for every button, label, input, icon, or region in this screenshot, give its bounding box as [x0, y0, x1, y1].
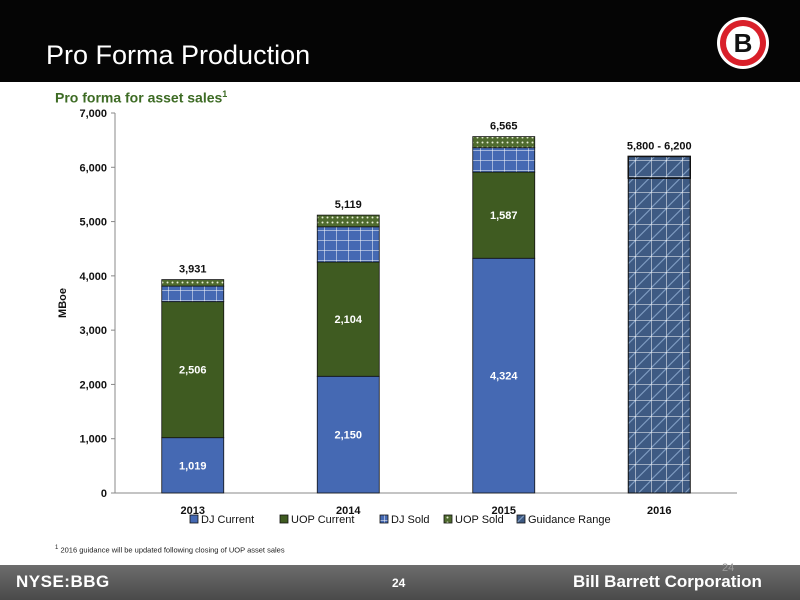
logo-letter: B: [734, 28, 753, 58]
bill-barrett-logo-icon: B: [717, 17, 769, 69]
y-tick-label: 7,000: [79, 108, 107, 120]
total-label-2013: 3,931: [179, 264, 207, 276]
title-bar: Pro Forma Production B: [0, 0, 800, 82]
bar-uop-current-2013: [161, 301, 225, 439]
footnote: 1 2016 guidance will be updated followin…: [55, 545, 285, 555]
data-label-uop-current-2013: 2,506: [179, 365, 207, 377]
legend-label: DJ Current: [201, 514, 254, 526]
production-chart: 0 1,000 2,000 3,000 4,000 5,000 6,000 7,000 MBo…: [57, 108, 737, 526]
legend-label: UOP Current: [291, 514, 354, 526]
guidance-range-box: [627, 155, 691, 179]
bar-dj-current-2015: [472, 257, 536, 494]
footnote-text: 2016 guidance will be updated following …: [60, 545, 285, 555]
data-label-uop-current-2014: 2,104: [334, 314, 362, 326]
legend-item-dj-current: DJ Current: [189, 514, 254, 526]
legend-swatch: [443, 514, 453, 524]
footer-bar: NYSE:BBG 24 24 Bill Barrett Corporation: [0, 562, 800, 600]
bar-stack-2014: 2,150 2,104 5,119: [316, 199, 380, 494]
data-label-dj-current-2014: 2,150: [334, 430, 362, 442]
ticker-symbol: NYSE:BBG: [16, 572, 110, 591]
bar-stacks: 1,019 2,506 3,931 2,150 2,104 5,119 4,324 1,587…: [161, 121, 692, 494]
bar-uop-sold-2015: [472, 136, 536, 149]
bar-uop-current-2015: [472, 171, 536, 259]
legend-label: UOP Sold: [455, 514, 504, 526]
bar-guidance-range-2016: [627, 155, 691, 494]
total-label-2015: 6,565: [490, 121, 518, 133]
ghost-page-number: 24: [722, 562, 735, 574]
y-axis-label: MBoe: [57, 288, 69, 318]
legend-label: Guidance Range: [528, 514, 611, 526]
y-tick-label: 1,000: [79, 434, 107, 446]
x-axis-ticks: 2013 2014 2015 2016: [181, 505, 672, 517]
x-tick-label: 2013: [181, 505, 205, 517]
subtitle-text: Pro forma for asset sales: [55, 89, 223, 106]
legend-item-guidance-range: Guidance Range: [516, 514, 611, 526]
y-tick-label: 3,000: [79, 325, 107, 337]
bar-uop-sold-2014: [316, 214, 380, 228]
y-tick-label: 2,000: [79, 379, 107, 391]
bar-stack-2013: 1,019 2,506 3,931: [161, 264, 225, 494]
slide-title: Pro Forma Production: [46, 40, 311, 70]
y-tick-label: 5,000: [79, 217, 107, 229]
data-label-dj-current-2013: 1,019: [179, 460, 207, 472]
company-name: Bill Barrett Corporation: [573, 572, 762, 591]
page-number: 24: [392, 576, 406, 590]
legend-item-dj-sold: DJ Sold: [379, 514, 430, 526]
footnote-marker: 1: [55, 545, 59, 551]
data-label-uop-current-2015: 1,587: [490, 210, 518, 222]
bar-uop-sold-2013: [161, 279, 225, 287]
y-tick-label: 4,000: [79, 271, 107, 283]
legend-swatch: [516, 514, 526, 524]
legend-swatch: [379, 514, 389, 524]
total-label-2014: 5,119: [335, 199, 362, 211]
y-tick-label: 0: [101, 488, 107, 500]
x-tick-label: 2014: [336, 505, 361, 517]
chart-legend: DJ Current UOP Current DJ Sold UOP Sold Guid…: [189, 514, 611, 526]
y-tick-label: 6,000: [79, 162, 107, 174]
bar-stack-2016: 5,800 - 6,200: [627, 140, 692, 494]
bar-dj-sold-2015: [472, 147, 536, 173]
legend-swatch: [279, 514, 289, 524]
bar-stack-2015: 4,324 1,587 6,565: [472, 121, 536, 494]
subtitle-footnote-marker: 1: [222, 89, 228, 99]
data-label-dj-current-2015: 4,324: [490, 371, 518, 383]
bar-dj-current-2013: [161, 437, 225, 494]
bar-dj-current-2014: [316, 375, 380, 494]
legend-item-uop-sold: UOP Sold: [443, 514, 504, 526]
y-axis-ticks: 0 1,000 2,000 3,000 4,000 5,000 6,000 7,000: [79, 108, 115, 500]
bar-dj-sold-2013: [161, 285, 225, 303]
x-tick-label: 2015: [492, 505, 516, 517]
chart-subtitle: Pro forma for asset sales1: [55, 89, 227, 106]
bar-dj-sold-2014: [316, 226, 380, 263]
x-tick-label: 2016: [647, 505, 671, 517]
legend-label: DJ Sold: [391, 514, 430, 526]
total-label-2016: 5,800 - 6,200: [627, 140, 692, 152]
legend-item-uop-current: UOP Current: [279, 514, 354, 526]
legend-swatch: [189, 514, 199, 524]
bar-uop-current-2014: [316, 261, 380, 377]
